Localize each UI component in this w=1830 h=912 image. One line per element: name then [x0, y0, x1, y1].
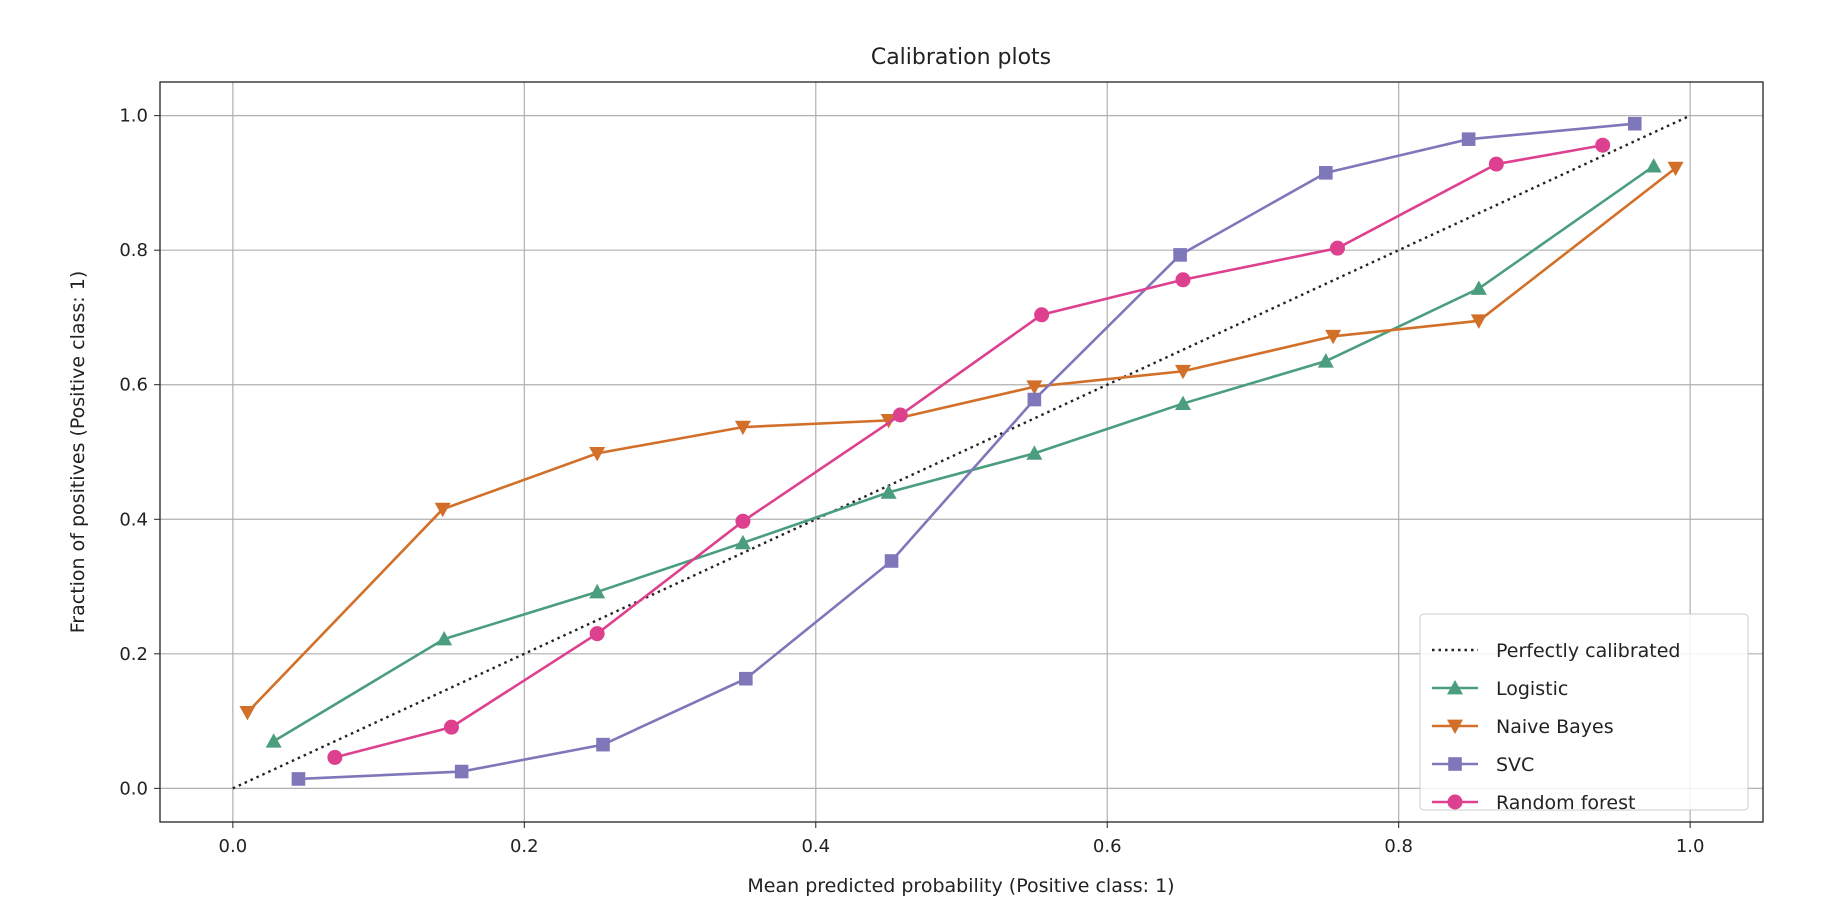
y-tick-label: 1.0 — [119, 106, 148, 127]
svc-point — [291, 772, 306, 786]
random-forest-point — [1034, 307, 1050, 323]
logistic-point — [436, 631, 453, 646]
logistic-point — [734, 534, 751, 550]
x-axis-label: Mean predicted probability (Positive cla… — [747, 875, 1174, 897]
legend-label: Naive Bayes — [1496, 716, 1614, 738]
logistic-point — [1175, 395, 1192, 410]
legend-label: SVC — [1496, 754, 1534, 776]
legend-marker — [1448, 757, 1462, 771]
svc-point — [454, 764, 469, 779]
series-logistic — [265, 158, 1662, 748]
x-tick-label: 0.8 — [1384, 836, 1413, 857]
x-tick-label: 0.6 — [1093, 836, 1122, 857]
legend-item-logistic: Logistic — [1432, 678, 1568, 700]
svc-point — [596, 737, 610, 752]
plot-frame — [159, 81, 1764, 823]
series-naive-bayes — [239, 161, 1684, 721]
naive-bayes-point — [734, 420, 751, 436]
legend-label: Logistic — [1496, 678, 1568, 700]
y-tick-label: 0.0 — [119, 778, 148, 799]
random-forest-point — [1329, 240, 1345, 256]
chart-title: Calibration plots — [871, 45, 1051, 70]
x-tick-label: 0.2 — [510, 836, 539, 857]
svc-point — [884, 554, 899, 568]
naive-bayes-point — [589, 446, 606, 462]
naive-bayes-point — [434, 502, 451, 518]
logistic-point — [1470, 280, 1487, 295]
random-forest-point — [892, 407, 908, 423]
svc-point — [1319, 166, 1333, 180]
logistic-point — [1645, 158, 1662, 173]
logistic-point — [589, 583, 606, 599]
svc-point — [1461, 132, 1476, 146]
naive-bayes-point — [1175, 364, 1192, 380]
legend-item-random-forest: Random forest — [1432, 792, 1635, 814]
legend: Perfectly calibrated Logistic Naive Bayes S… — [1419, 613, 1749, 814]
random-forest-point — [589, 626, 605, 642]
random-forest-point — [1175, 272, 1191, 288]
naive-bayes-point — [1667, 161, 1684, 177]
legend-box — [1419, 613, 1749, 811]
svc-line — [298, 122, 1635, 781]
logistic-line — [272, 165, 1655, 743]
svc-point — [739, 671, 753, 686]
logistic-point — [1317, 353, 1334, 368]
random-forest-point — [1595, 137, 1611, 153]
series-svc — [291, 116, 1642, 786]
legend-marker — [1447, 794, 1463, 810]
x-tick-label: 0.0 — [219, 836, 248, 857]
naive-bayes-point — [1470, 314, 1487, 329]
legend-item-naive-bayes: Naive Bayes — [1432, 716, 1614, 738]
logistic-point — [265, 733, 282, 748]
naive-bayes-line — [246, 167, 1677, 714]
legend-label: Random forest — [1496, 792, 1635, 814]
y-axis-label: Fraction of positives (Positive class: 1… — [67, 271, 89, 634]
legend-label: Perfectly calibrated — [1496, 640, 1680, 662]
series-random-forest — [327, 137, 1611, 765]
naive-bayes-point — [1026, 380, 1043, 395]
legend-marker — [1447, 680, 1463, 695]
svc-point — [1173, 248, 1187, 262]
random-forest-point — [443, 719, 459, 735]
naive-bayes-point — [880, 413, 897, 429]
random-forest-line — [334, 143, 1603, 759]
random-forest-point — [735, 513, 751, 529]
x-tick-label: 1.0 — [1676, 836, 1705, 857]
legend-marker — [1447, 719, 1463, 734]
legend-item-perfectly-calibrated: Perfectly calibrated — [1432, 640, 1680, 662]
y-tick-label: 0.4 — [119, 509, 148, 530]
naive-bayes-point — [1325, 329, 1342, 345]
ticks: 0.0 0.2 0.4 0.6 0.8 1.0 0.0 0.2 0.4 0.6 0.8 1.0 — [119, 106, 1704, 857]
x-tick-label: 0.4 — [801, 836, 830, 857]
legend-item-svc: SVC — [1432, 754, 1534, 776]
random-forest-point — [1488, 156, 1504, 172]
y-tick-label: 0.8 — [119, 240, 148, 261]
logistic-point — [1026, 445, 1043, 460]
naive-bayes-point — [239, 705, 256, 721]
perfectly-calibrated-line — [232, 114, 1691, 790]
grid — [160, 82, 1763, 822]
logistic-point — [880, 484, 897, 499]
svc-point — [1027, 392, 1042, 407]
svc-point — [1627, 116, 1642, 131]
series-lines — [232, 114, 1691, 790]
y-tick-label: 0.6 — [119, 375, 148, 396]
random-forest-point — [327, 749, 343, 765]
y-tick-label: 0.2 — [119, 644, 148, 665]
